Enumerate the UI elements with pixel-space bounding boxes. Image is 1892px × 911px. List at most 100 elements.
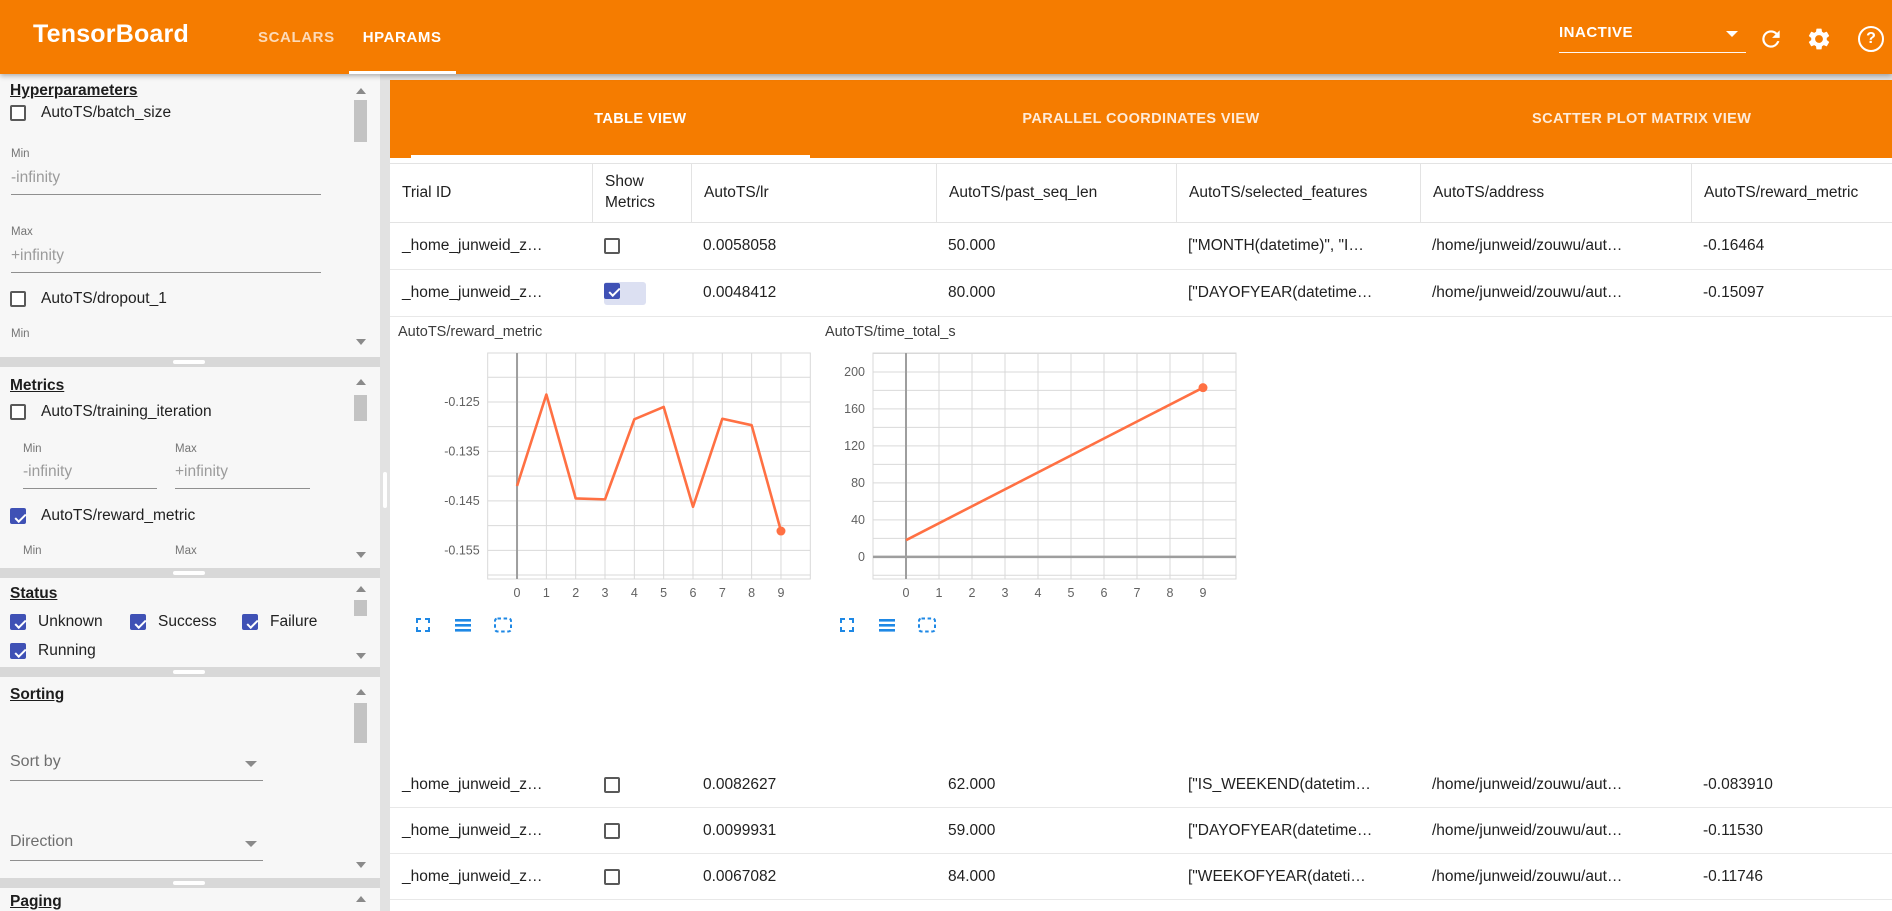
tab-scatter-plot-matrix-view[interactable]: SCATTER PLOT MATRIX VIEW (1532, 111, 1752, 127)
cell-reward-metric: -0.11530 (1703, 821, 1764, 839)
section-divider[interactable] (0, 667, 380, 677)
lines-icon[interactable] (875, 613, 899, 637)
direction-select[interactable]: Direction (10, 833, 263, 861)
show-metrics-checkbox[interactable] (604, 822, 620, 839)
svg-text:-0.155: -0.155 (444, 543, 479, 557)
show-metrics-checkbox[interactable] (604, 238, 620, 254)
dashed-box-icon[interactable] (491, 613, 515, 637)
svg-text:1: 1 (543, 586, 550, 600)
chevron-down-icon (245, 761, 257, 767)
checkbox-training-iteration[interactable] (10, 404, 26, 420)
max-label: Max (175, 545, 197, 557)
run-status-dropdown[interactable]: INACTIVE (1559, 24, 1746, 53)
tab-table-view[interactable]: TABLE VIEW (594, 111, 687, 127)
column-header[interactable]: AutoTS/address (1420, 164, 1691, 222)
cell-selected-features: ["WEEKOFYEAR(dateti… (1188, 867, 1366, 885)
column-header[interactable]: AutoTS/reward_metric (1691, 164, 1892, 222)
lines-icon[interactable] (451, 613, 475, 637)
section-scrollbar[interactable] (353, 888, 368, 911)
max-input[interactable]: +infinity (11, 247, 321, 273)
column-header[interactable]: Show Metrics (592, 164, 691, 222)
scroll-thumb[interactable] (354, 703, 367, 743)
column-header[interactable]: AutoTS/lr (691, 164, 936, 222)
scroll-thumb[interactable] (354, 600, 367, 616)
svg-text:5: 5 (1068, 586, 1075, 600)
checkbox-batch-size[interactable] (10, 105, 26, 121)
column-header[interactable]: Trial ID (402, 183, 452, 201)
hparam-batch-size[interactable]: AutoTS/batch_size (10, 104, 171, 122)
min-input[interactable]: -infinity (23, 463, 157, 489)
show-metrics-checkbox[interactable] (604, 868, 620, 885)
gear-icon[interactable] (1806, 26, 1832, 52)
max-input[interactable]: +infinity (175, 463, 310, 489)
sort-by-select[interactable]: Sort by (10, 753, 263, 781)
section-scrollbar[interactable] (353, 367, 368, 568)
section-divider[interactable] (0, 878, 380, 888)
scroll-down-icon[interactable] (356, 653, 366, 659)
status-option-failure[interactable]: Failure (242, 613, 317, 631)
checkbox-success[interactable] (130, 614, 146, 630)
section-divider[interactable] (0, 568, 380, 578)
hparam-dropout-1[interactable]: AutoTS/dropout_1 (10, 290, 167, 308)
show-metrics-checkbox[interactable] (604, 282, 620, 299)
show-metrics-checkbox[interactable] (604, 776, 620, 793)
checkbox-reward-metric[interactable] (10, 508, 26, 524)
cell-selected-features: ["IS_WEEKEND(datetim… (1188, 775, 1371, 793)
svg-text:4: 4 (631, 586, 638, 600)
scroll-up-icon[interactable] (356, 586, 366, 592)
scroll-down-icon[interactable] (356, 862, 366, 868)
scroll-down-icon[interactable] (356, 339, 366, 345)
main-scrollbar-thumb[interactable] (383, 472, 387, 508)
section-paging: Paging (0, 888, 380, 911)
metric-reward-metric[interactable]: AutoTS/reward_metric (10, 507, 195, 525)
section-scrollbar[interactable] (353, 677, 368, 878)
scroll-up-icon[interactable] (356, 896, 366, 902)
svg-text:3: 3 (1002, 586, 1009, 600)
dashed-box-icon[interactable] (915, 613, 939, 637)
column-header[interactable]: AutoTS/past_seq_len (936, 164, 1176, 222)
status-option-success[interactable]: Success (130, 613, 217, 631)
fullscreen-icon[interactable] (411, 613, 435, 637)
svg-text:-0.145: -0.145 (444, 494, 479, 508)
checkbox-failure[interactable] (242, 614, 258, 630)
svg-text:0: 0 (858, 550, 865, 564)
cell-reward-metric: -0.083910 (1703, 775, 1773, 793)
cell-lr: 0.0067082 (703, 867, 777, 885)
status-option-unknown[interactable]: Unknown (10, 613, 103, 631)
cell-show-metrics (592, 762, 691, 807)
tab-parallel-coordinates-view[interactable]: PARALLEL COORDINATES VIEW (1022, 111, 1260, 127)
section-scrollbar[interactable] (353, 74, 368, 357)
fullscreen-icon[interactable] (835, 613, 859, 637)
metric-training-iteration[interactable]: AutoTS/training_iteration (10, 403, 212, 421)
cell-past-seq-len: 84.000 (948, 867, 996, 885)
checkbox-dropout-1[interactable] (10, 291, 26, 307)
column-header[interactable]: AutoTS/selected_features (1176, 164, 1420, 222)
svg-text:160: 160 (844, 402, 865, 416)
scroll-up-icon[interactable] (356, 88, 366, 94)
refresh-icon[interactable] (1758, 26, 1784, 52)
section-scrollbar[interactable] (353, 578, 368, 667)
scroll-thumb[interactable] (354, 100, 367, 142)
help-icon[interactable]: ? (1858, 26, 1884, 52)
table-row: _home_junweid_z… 0.0082627 62.000 ["IS_WEEK… (390, 762, 1892, 808)
min-label: Min (23, 545, 42, 557)
checkbox-unknown[interactable] (10, 614, 26, 630)
scroll-thumb[interactable] (354, 395, 367, 421)
section-divider[interactable] (0, 357, 380, 367)
svg-text:8: 8 (1167, 586, 1174, 600)
tab-scalars[interactable]: SCALARS (258, 28, 335, 46)
status-option-running[interactable]: Running (10, 642, 96, 660)
sidebar: Hyperparameters AutoTS/batch_size Min -i… (0, 74, 380, 911)
scroll-up-icon[interactable] (356, 689, 366, 695)
scroll-up-icon[interactable] (356, 379, 366, 385)
table-rows-top: _home_junweid_z… 0.0058058 50.000 ["MONTH(d… (390, 223, 1892, 317)
max-label: Max (11, 226, 33, 238)
min-input[interactable]: -infinity (11, 169, 321, 195)
svg-text:40: 40 (851, 513, 865, 527)
checkbox-running[interactable] (10, 643, 26, 659)
tab-hparams[interactable]: HPARAMS (348, 0, 456, 74)
cell-selected-features: ["DAYOFYEAR(datetime… (1188, 821, 1373, 839)
scroll-down-icon[interactable] (356, 552, 366, 558)
svg-text:7: 7 (719, 586, 726, 600)
cell-lr: 0.0058058 (703, 237, 777, 254)
